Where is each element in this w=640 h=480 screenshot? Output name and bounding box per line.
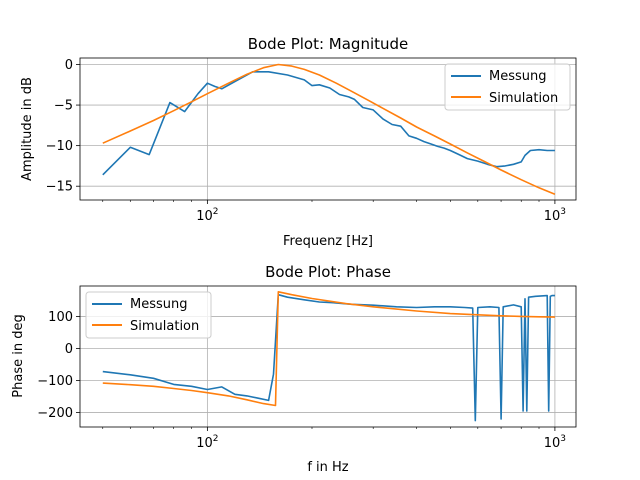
- magnitude-lines: [102, 63, 556, 196]
- magnitude-legend: Messung Simulation: [444, 63, 571, 111]
- magnitude-legend-label-messung: Messung: [489, 69, 547, 84]
- magnitude-series-simulation: [102, 63, 556, 196]
- phase-xtick-label: 102: [196, 434, 218, 451]
- phase-ylabel: Phase in deg: [11, 314, 26, 397]
- phase-series-messung: [102, 293, 555, 422]
- phase-axes-frame: [79, 285, 577, 428]
- phase-ytick-label: 100: [48, 310, 73, 325]
- phase-xlabel: f in Hz: [307, 460, 348, 475]
- magnitude-axes-frame: [79, 57, 577, 201]
- magnitude-ylabel: Amplitude in dB: [20, 77, 35, 181]
- magnitude-subplot: Bode Plot: Magnitude 102 103 0 −5 −10 −15 Fre…: [20, 35, 577, 249]
- magnitude-xtick-label: 102: [196, 207, 218, 224]
- magnitude-legend-label-simulation: Simulation: [489, 91, 558, 106]
- phase-legend: Messung Simulation: [85, 291, 212, 339]
- phase-ytick-label: 0: [65, 342, 73, 357]
- magnitude-xlabel: Frequenz [Hz]: [283, 234, 373, 249]
- phase-xtick-label: 103: [544, 434, 566, 451]
- phase-legend-label-messung: Messung: [130, 297, 188, 312]
- magnitude-title: Bode Plot: Magnitude: [248, 35, 409, 53]
- magnitude-ytick-label: −15: [46, 180, 73, 195]
- magnitude-ytick-label: 0: [65, 58, 73, 73]
- phase-lines: [102, 290, 555, 422]
- magnitude-xtick-label: 103: [544, 207, 566, 224]
- phase-ytick-label: −200: [37, 406, 73, 421]
- magnitude-ytick-label: −10: [46, 139, 73, 154]
- phase-legend-label-simulation: Simulation: [130, 319, 199, 334]
- phase-title: Bode Plot: Phase: [265, 263, 391, 281]
- magnitude-series-messung: [102, 71, 555, 176]
- magnitude-ytick-label: −5: [54, 99, 73, 114]
- phase-ytick-label: −100: [37, 374, 73, 389]
- phase-subplot: Bode Plot: Phase 102 103 100 0 −100 −200 f in…: [11, 263, 577, 475]
- phase-series-simulation: [102, 290, 555, 407]
